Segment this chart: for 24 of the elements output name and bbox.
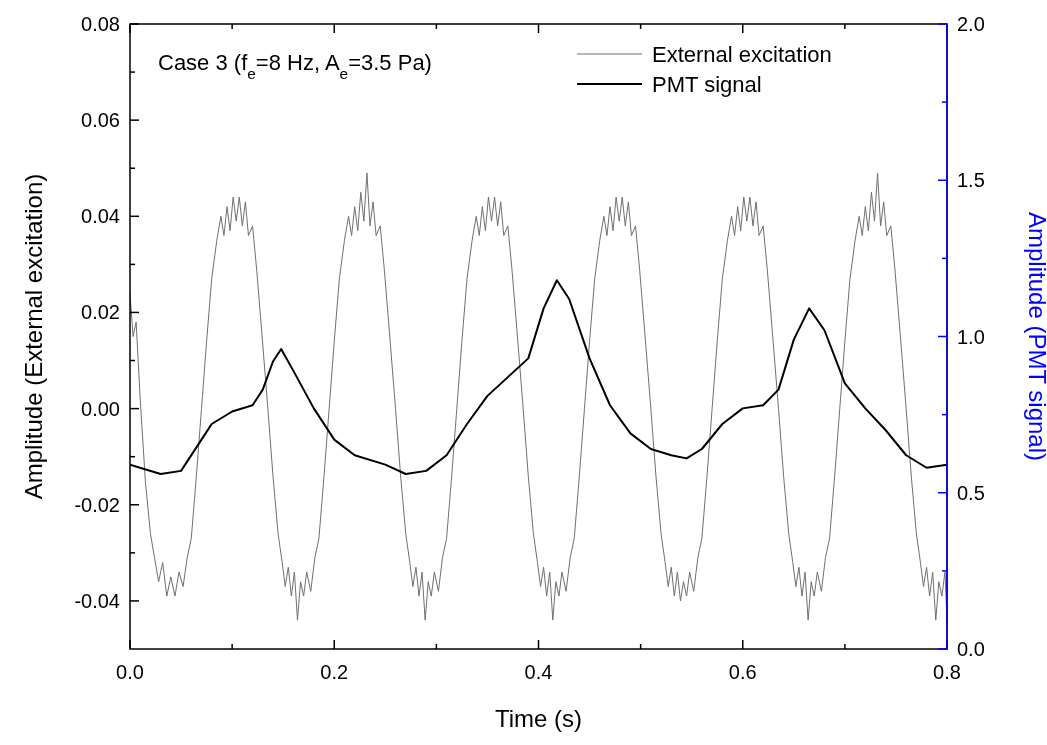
y2-tick-label: 0.0 <box>957 638 985 660</box>
y-axis-title: Amplitude (External excitation) <box>20 173 47 500</box>
annotation: Case 3 (f$_{e}$=8 Hz, A$_{e}$=3.5 Pa) <box>158 50 432 82</box>
y-tick-label: 0.02 <box>81 301 120 324</box>
legend-label: PMT signal <box>652 72 762 97</box>
y2-tick-label: 2.0 <box>957 13 985 35</box>
y2-tick-label: 1.0 <box>957 325 985 348</box>
x-axis-title: Time (s) <box>494 705 583 732</box>
y-tick-label: 0.06 <box>81 109 120 132</box>
line-series <box>130 172 947 621</box>
y-tick-label: 0.08 <box>81 13 120 35</box>
y2-tick-label: 1.5 <box>957 169 985 192</box>
x-tick-label: 0.4 <box>524 661 553 683</box>
y2-axis-title: Amplitude (PMT signal) <box>1024 212 1047 461</box>
legend-label: External excitation <box>652 42 832 67</box>
x-tick-label: 0.8 <box>933 661 961 683</box>
x-tick-label: 0.2 <box>320 661 349 683</box>
y-tick-label: 0.04 <box>81 205 120 228</box>
y2-tick-label: 0.5 <box>957 481 985 504</box>
x-tick-label: 0.6 <box>728 661 757 683</box>
y-tick-label: -0.02 <box>74 493 120 516</box>
x-tick-label: 0.0 <box>116 661 144 683</box>
y-tick-label: -0.04 <box>74 589 120 612</box>
y-tick-label: 0.00 <box>81 397 120 420</box>
